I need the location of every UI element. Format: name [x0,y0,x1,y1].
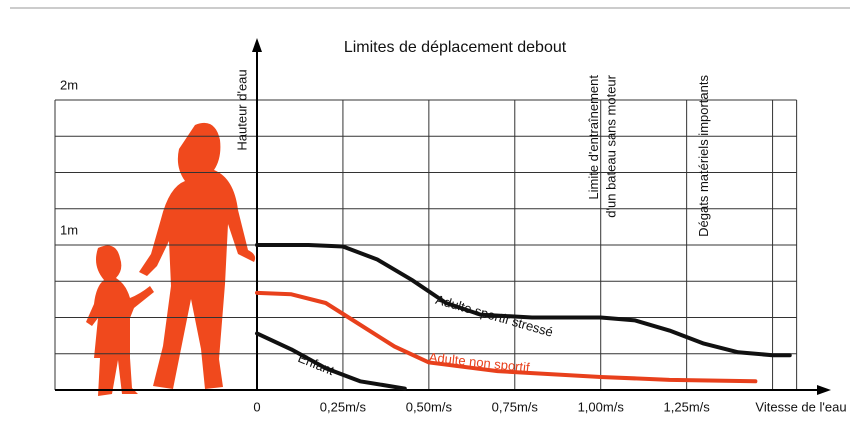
y-axis-label: Hauteur d'eau [234,69,249,150]
annotation: Limite d'entraînement [586,75,601,200]
x-tick-label: 0 [253,399,260,414]
chart-title: Limites de déplacement debout [344,39,567,56]
silhouettes [86,122,256,396]
series-label: Enfant [296,350,337,378]
annotation: d'un bateau sans moteur [603,74,618,217]
x-axis-label: Vitesse de l'eau [755,399,846,414]
series-line [255,290,758,384]
y-arrow [252,38,262,52]
series-line [255,243,792,358]
x-tick-label: 0,50m/s [406,399,453,414]
x-tick-label: 1,25m/s [664,399,711,414]
y-tick-label: 1m [60,222,78,237]
annotation: Dégats matériels importants [696,75,711,237]
x-tick-label: 0,75m/s [492,399,539,414]
x-tick-label: 1,00m/s [578,399,625,414]
series-line [255,331,407,391]
x-arrow [817,385,831,395]
y-tick-label: 2m [60,77,78,92]
x-tick-label: 0,25m/s [320,399,367,414]
